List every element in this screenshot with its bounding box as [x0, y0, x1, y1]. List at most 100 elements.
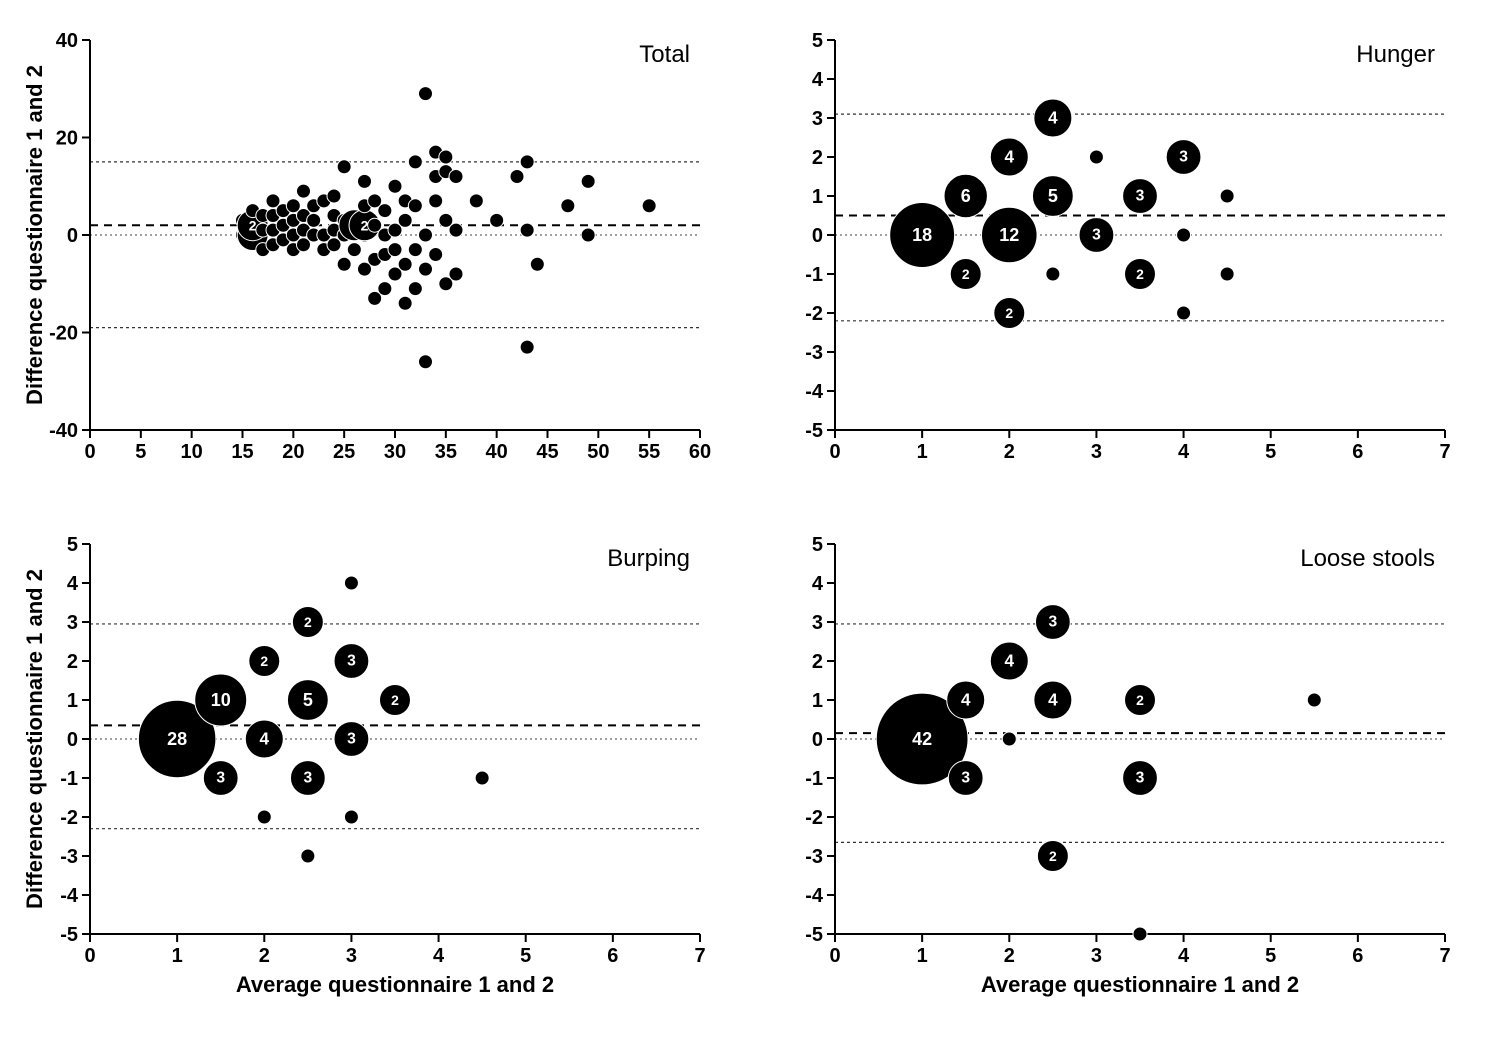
- svg-text:5: 5: [135, 441, 146, 463]
- svg-text:-1: -1: [805, 264, 823, 286]
- svg-text:Difference questionnaire 1 and: Difference questionnaire 1 and 2: [22, 65, 47, 405]
- svg-text:3: 3: [1092, 227, 1101, 244]
- svg-text:10: 10: [181, 441, 203, 463]
- svg-text:35: 35: [435, 441, 457, 463]
- svg-text:2: 2: [1005, 305, 1013, 321]
- svg-text:3: 3: [1179, 149, 1188, 166]
- svg-text:4: 4: [1178, 945, 1190, 967]
- svg-text:-3: -3: [60, 846, 78, 868]
- svg-text:-2: -2: [60, 807, 78, 829]
- svg-text:4: 4: [260, 730, 270, 749]
- svg-text:Hunger: Hunger: [1356, 41, 1435, 68]
- svg-text:Average questionnaire 1 and 2: Average questionnaire 1 and 2: [236, 972, 554, 997]
- svg-text:2: 2: [391, 692, 399, 708]
- svg-text:5: 5: [1265, 945, 1276, 967]
- panel-hunger: 01234567-5-4-3-2-1012345Hunger1862124254…: [765, 20, 1480, 514]
- svg-text:1: 1: [917, 945, 928, 967]
- svg-text:40: 40: [486, 441, 508, 463]
- svg-text:Average questionnaire 1 and 2: Average questionnaire 1 and 2: [981, 972, 1299, 997]
- svg-text:2: 2: [1049, 848, 1057, 864]
- svg-text:5: 5: [812, 30, 823, 52]
- svg-text:-20: -20: [49, 323, 78, 345]
- svg-text:28: 28: [167, 729, 187, 749]
- svg-text:1: 1: [172, 945, 183, 967]
- svg-text:-3: -3: [805, 846, 823, 868]
- panel-total: 051015202530354045505560-40-2002040Diffe…: [20, 20, 735, 514]
- svg-text:30: 30: [384, 441, 406, 463]
- svg-text:1: 1: [812, 186, 823, 208]
- svg-text:-1: -1: [805, 768, 823, 790]
- svg-text:4: 4: [812, 573, 824, 595]
- svg-text:5: 5: [1048, 186, 1058, 206]
- svg-text:3: 3: [1136, 770, 1145, 787]
- svg-text:0: 0: [829, 441, 840, 463]
- svg-text:-3: -3: [805, 342, 823, 364]
- svg-text:2: 2: [1136, 266, 1144, 282]
- svg-text:3: 3: [812, 612, 823, 634]
- svg-text:6: 6: [1352, 441, 1363, 463]
- svg-text:0: 0: [812, 225, 823, 247]
- svg-text:6: 6: [961, 186, 971, 206]
- svg-text:3: 3: [961, 770, 970, 787]
- svg-text:4: 4: [433, 945, 445, 967]
- svg-text:2: 2: [812, 651, 823, 673]
- svg-text:4: 4: [812, 69, 824, 91]
- svg-text:-5: -5: [805, 924, 823, 946]
- svg-text:0: 0: [812, 729, 823, 751]
- svg-text:-4: -4: [805, 885, 824, 907]
- svg-text:Burping: Burping: [607, 545, 690, 572]
- svg-text:3: 3: [216, 770, 225, 787]
- svg-text:4: 4: [1005, 652, 1015, 671]
- svg-text:4: 4: [67, 573, 79, 595]
- svg-text:2: 2: [1004, 441, 1015, 463]
- svg-text:-2: -2: [805, 303, 823, 325]
- svg-text:3: 3: [1136, 188, 1145, 205]
- svg-text:4: 4: [961, 691, 971, 710]
- svg-text:3: 3: [812, 108, 823, 130]
- svg-text:2: 2: [812, 147, 823, 169]
- svg-text:3: 3: [67, 612, 78, 634]
- svg-text:3: 3: [347, 653, 356, 670]
- svg-text:0: 0: [829, 945, 840, 967]
- svg-text:60: 60: [689, 441, 711, 463]
- svg-text:4: 4: [1178, 441, 1190, 463]
- svg-text:45: 45: [536, 441, 558, 463]
- svg-text:2: 2: [304, 614, 312, 630]
- panel-burping: 01234567-5-4-3-2-1012345Average question…: [20, 524, 735, 1018]
- svg-text:15: 15: [231, 441, 253, 463]
- svg-text:6: 6: [1352, 945, 1363, 967]
- svg-text:Loose stools: Loose stools: [1300, 545, 1435, 572]
- svg-text:0: 0: [67, 225, 78, 247]
- svg-text:3: 3: [347, 731, 356, 748]
- svg-text:0: 0: [84, 441, 95, 463]
- svg-text:5: 5: [67, 534, 78, 556]
- svg-text:-2: -2: [805, 807, 823, 829]
- svg-text:-4: -4: [60, 885, 79, 907]
- svg-text:0: 0: [84, 945, 95, 967]
- svg-text:5: 5: [1265, 441, 1276, 463]
- svg-text:5: 5: [812, 534, 823, 556]
- svg-text:4: 4: [1048, 691, 1058, 710]
- svg-text:5: 5: [520, 945, 531, 967]
- svg-text:-40: -40: [49, 420, 78, 442]
- chart-grid: 051015202530354045505560-40-2002040Diffe…: [20, 20, 1480, 1018]
- svg-text:7: 7: [694, 945, 705, 967]
- svg-text:1: 1: [67, 690, 78, 712]
- svg-text:50: 50: [587, 441, 609, 463]
- svg-text:0: 0: [67, 729, 78, 751]
- svg-text:55: 55: [638, 441, 660, 463]
- svg-text:2: 2: [260, 653, 268, 669]
- panel-loose: 01234567-5-4-3-2-1012345Average question…: [765, 524, 1480, 1018]
- svg-text:-5: -5: [805, 420, 823, 442]
- svg-text:3: 3: [304, 770, 313, 787]
- svg-text:12: 12: [999, 225, 1019, 245]
- svg-text:6: 6: [607, 945, 618, 967]
- svg-text:2: 2: [259, 945, 270, 967]
- svg-text:2: 2: [1136, 692, 1144, 708]
- svg-text:40: 40: [56, 30, 78, 52]
- svg-text:5: 5: [303, 690, 313, 710]
- svg-text:4: 4: [1048, 109, 1058, 128]
- svg-text:1: 1: [812, 690, 823, 712]
- svg-text:3: 3: [346, 945, 357, 967]
- svg-text:2: 2: [962, 266, 970, 282]
